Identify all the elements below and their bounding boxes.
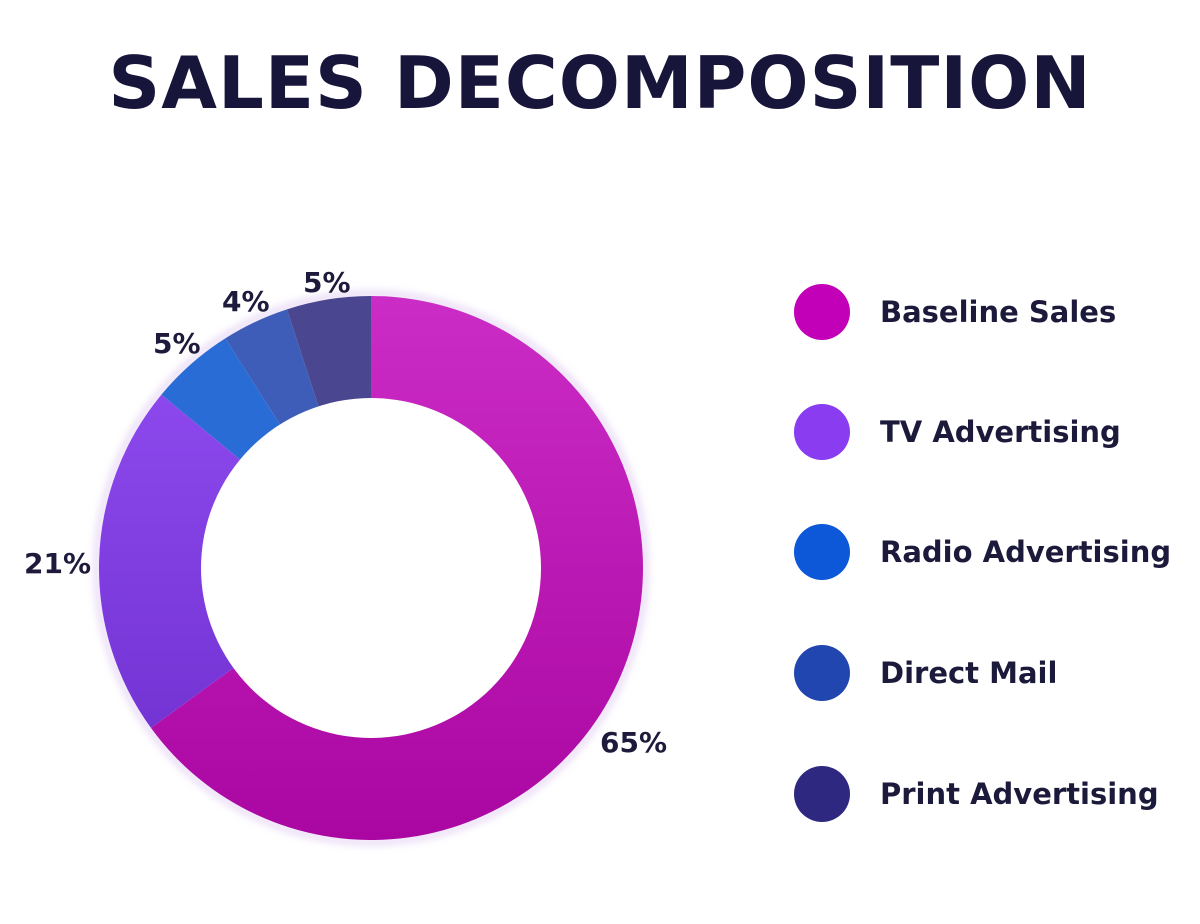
- legend-label: Radio Advertising: [880, 535, 1172, 569]
- legend-dot-icon: [794, 645, 850, 701]
- legend-label: Direct Mail: [880, 656, 1058, 690]
- legend-item-radio-advertising: Radio Advertising: [794, 524, 1194, 580]
- legend-item-tv-advertising: TV Advertising: [794, 404, 1194, 460]
- legend-dot-icon: [794, 524, 850, 580]
- legend-item-baseline-sales: Baseline Sales: [794, 284, 1194, 340]
- label-baseline-pct: 65%: [600, 726, 668, 759]
- legend-item-direct-mail: Direct Mail: [794, 645, 1194, 701]
- legend-label: Baseline Sales: [880, 295, 1117, 329]
- legend-label: Print Advertising: [880, 777, 1159, 811]
- chart-title: SALES DECOMPOSITION: [108, 41, 1092, 125]
- donut-svg: [94, 291, 648, 845]
- legend-item-print-advertising: Print Advertising: [794, 766, 1194, 822]
- legend-dot-icon: [794, 766, 850, 822]
- donut-chart: 65% 21% 5% 4% 5%: [24, 266, 668, 845]
- legend-label: TV Advertising: [880, 415, 1121, 449]
- legend-dot-icon: [794, 404, 850, 460]
- legend-dot-icon: [794, 284, 850, 340]
- label-tv-pct: 21%: [24, 547, 92, 580]
- label-direct-mail-pct: 4%: [222, 285, 270, 318]
- label-print-pct: 5%: [303, 266, 351, 299]
- label-radio-pct: 5%: [153, 327, 201, 360]
